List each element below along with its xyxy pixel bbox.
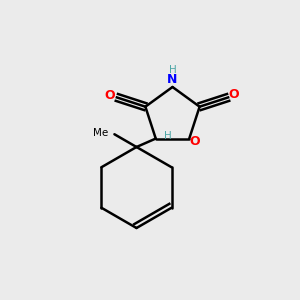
Text: H: H xyxy=(169,64,176,75)
Text: H: H xyxy=(164,131,172,141)
Text: O: O xyxy=(104,88,115,101)
Text: O: O xyxy=(228,88,239,101)
Text: O: O xyxy=(189,135,200,148)
Text: Me: Me xyxy=(93,128,108,138)
Text: N: N xyxy=(167,73,178,86)
